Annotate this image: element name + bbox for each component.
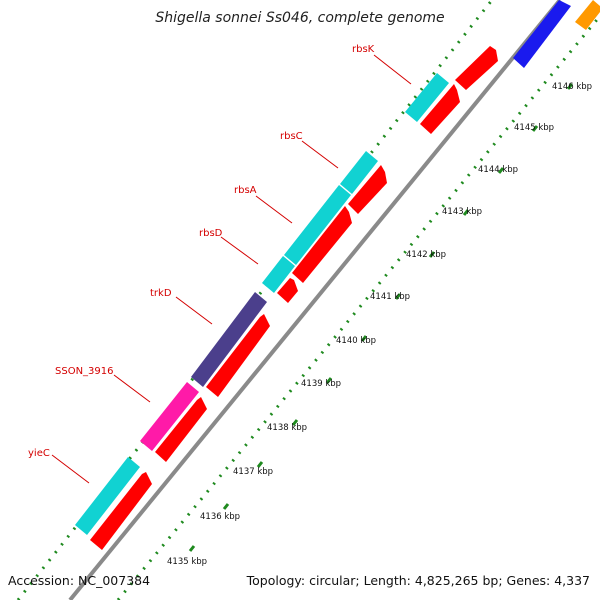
cds-SSON_3916[interactable] (155, 397, 207, 462)
scale-tick (497, 167, 505, 174)
scale-label: 4136 kbp (200, 512, 240, 522)
genome-backbone (68, 0, 562, 600)
gene-yieC[interactable] (75, 457, 140, 535)
gene-label-rbsC: rbsC (280, 131, 303, 142)
scale-label: 4143 kbp (442, 207, 482, 217)
scale-label: 4138 kbp (267, 423, 307, 433)
label-leader-rbsA (255, 195, 293, 224)
gene-rbsK[interactable] (405, 73, 449, 122)
gene-SSON_3916[interactable] (140, 382, 199, 451)
label-leader-rbsD (220, 236, 259, 265)
gene-rbsC[interactable] (340, 151, 378, 194)
gene-label-rbsA: rbsA (234, 185, 257, 196)
scale-tick (394, 293, 402, 300)
scale-label: 4140 kbp (336, 336, 376, 346)
scale-label: 4141 kbp (370, 292, 410, 302)
gene-rbsA[interactable] (284, 185, 351, 265)
cds-trkD[interactable] (206, 314, 270, 397)
cds-rbsD[interactable] (277, 278, 298, 303)
gene-label-rbsK: rbsK (352, 44, 375, 55)
label-leader-trkD (175, 296, 213, 325)
gene-blue[interactable] (513, 0, 571, 68)
scale-tick (428, 251, 436, 258)
scale-tick (325, 377, 333, 384)
gene-lane (75, 0, 600, 535)
scale-label: 4142 kbp (406, 250, 446, 260)
cds-yieC[interactable] (90, 472, 152, 550)
cds-rbsA[interactable] (292, 206, 352, 283)
scale-ticks: 4135 kbp 4136 kbp 4137 kbp 4138 kbp 4139… (167, 82, 592, 567)
gene-orange[interactable] (575, 0, 600, 30)
label-leader-SSON_3916 (113, 374, 151, 403)
gene-rbsD[interactable] (262, 256, 295, 293)
cds-rbsC[interactable] (348, 165, 387, 214)
label-leader-rbsC (301, 140, 339, 169)
cds-lane (90, 46, 498, 550)
label-leader-rbsK (373, 54, 412, 85)
scale-tick (360, 335, 368, 342)
scale-label: 4137 kbp (233, 467, 273, 477)
genome-summary-text: Topology: circular; Length: 4,825,265 bp… (246, 573, 590, 588)
scale-tick (222, 503, 230, 510)
cds-rbsK-b[interactable] (455, 46, 498, 90)
gene-label-rbsD: rbsD (199, 228, 223, 239)
scale-tick (531, 125, 539, 132)
map-title: Shigella sonnei Ss046, complete genome (155, 10, 444, 26)
inner-tick-track (116, 15, 600, 600)
scale-tick (188, 545, 196, 552)
scale-label: 4144 kbp (478, 165, 518, 175)
label-leader-yieC (51, 454, 90, 484)
accession-text: Accession: NC_007384 (8, 573, 150, 588)
scale-label: 4139 kbp (301, 379, 341, 389)
scale-tick (256, 461, 264, 468)
scale-label: 4146 kbp (552, 82, 592, 92)
scale-label: 4145 kbp (514, 123, 554, 133)
gene-label-yieC: yieC (28, 448, 50, 459)
cds-rbsK-a[interactable] (420, 84, 460, 134)
scale-label: 4135 kbp (167, 557, 207, 567)
gene-label-trkD: trkD (150, 288, 172, 299)
gene-trkD[interactable] (191, 292, 267, 387)
gene-labels: rbsK rbsC rbsA rbsD trkD SSON_3916 yieC (28, 44, 412, 484)
scale-tick (291, 419, 299, 426)
scale-tick (566, 83, 574, 90)
gene-label-SSON_3916: SSON_3916 (55, 366, 114, 377)
scale-tick (462, 209, 470, 216)
